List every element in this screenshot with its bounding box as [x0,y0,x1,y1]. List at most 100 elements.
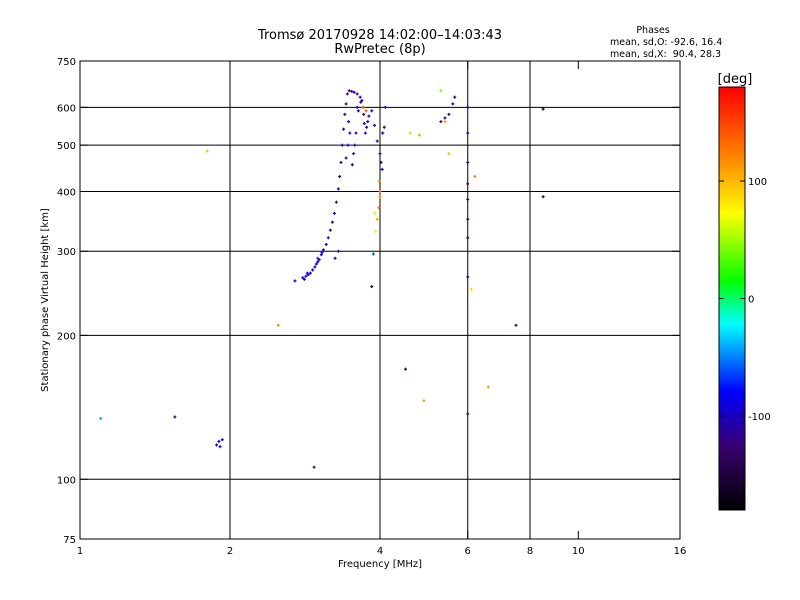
data-point [305,271,309,275]
data-point [220,438,224,442]
data-point [350,89,354,93]
data-point [313,265,317,269]
data-point [417,133,421,137]
x-tick-label: 6 [465,546,471,557]
data-point [99,417,103,421]
data-point [439,89,443,93]
data-point [514,323,518,327]
data-point [354,131,358,135]
data-point [347,89,351,93]
data-point [345,92,349,96]
data-point [358,95,362,99]
data-point [316,260,320,264]
data-point [473,174,477,178]
colorbar-label: [deg] [718,72,753,87]
data-point [343,112,347,116]
data-point [334,200,338,204]
y-tick-label: 400 [57,187,76,198]
data-point [321,248,325,252]
data-point [439,120,443,124]
data-point [360,99,364,103]
data-point [342,127,346,131]
data-point [367,114,371,118]
data-point [466,236,470,240]
data-point [339,160,343,164]
data-point [375,139,379,143]
data-point [451,102,455,106]
data-point [215,443,219,447]
data-point [312,465,316,469]
data-point [380,167,384,171]
data-point [346,143,350,147]
data-point [355,92,359,96]
data-point [359,100,363,104]
data-point [374,229,378,233]
stats-line-o: mean, sd,O: -92.6, 16.4 [610,37,722,48]
data-point [362,112,366,116]
data-point [344,156,348,160]
data-point [362,122,366,126]
data-point [466,105,470,109]
data-point [344,102,348,106]
data-point [541,195,545,199]
data-point [302,277,306,281]
x-tick-label: 2 [227,546,233,557]
data-point [453,95,457,99]
data-point [466,131,470,135]
data-point [293,279,297,283]
y-tick-label: 300 [57,247,76,258]
data-point [361,105,365,109]
data-point [378,189,382,193]
x-axis-label: Frequency [MHz] [338,559,422,570]
data-point [356,109,360,113]
data-point [447,152,451,156]
data-point [340,143,344,147]
data-point [348,131,352,135]
data-point [469,287,473,291]
data-point [355,105,359,109]
x-tick-label: 4 [377,546,383,557]
data-point [378,152,382,156]
data-point [370,285,374,289]
data-point [466,182,470,186]
data-point [366,120,370,124]
data-point [377,206,381,210]
data-point [443,120,447,124]
data-point [403,367,407,371]
data-point [352,90,356,94]
data-point [350,163,354,167]
y-axis-label: Stationary phase Virtual Height [km] [40,208,51,392]
y-tick-label: 500 [57,141,76,152]
data-point [316,256,320,260]
data-point [319,253,323,257]
data-point [447,112,451,116]
y-tick-label: 200 [57,331,76,342]
data-point [379,160,383,164]
data-point [217,439,221,443]
data-point [173,415,177,419]
x-tick-label: 10 [572,546,585,557]
stats-line-x: mean, sd,X: 90.4, 28.3 [610,49,721,60]
data-point [377,179,381,183]
data-point [326,236,330,240]
y-tick-label: 100 [57,475,76,486]
x-tick-label: 8 [527,546,533,557]
data-point [422,399,426,403]
data-point [330,220,334,224]
data-point [371,252,375,256]
data-point [320,251,324,255]
data-point [466,160,470,164]
chart-subtitle: RwPretec (8p) [334,42,425,57]
chart-title: Tromsø 20170928 14:02:00–14:03:43 [257,28,502,43]
data-point [205,149,209,153]
data-point [541,107,545,111]
data-point [218,445,222,449]
colorbar-ticks: 100 0 -100 [719,177,771,423]
data-point [365,125,369,129]
data-point [466,217,470,221]
data-point [324,242,328,246]
data-point [333,256,337,260]
data-point [353,143,357,147]
data-point [304,274,308,278]
data-point [328,228,332,232]
